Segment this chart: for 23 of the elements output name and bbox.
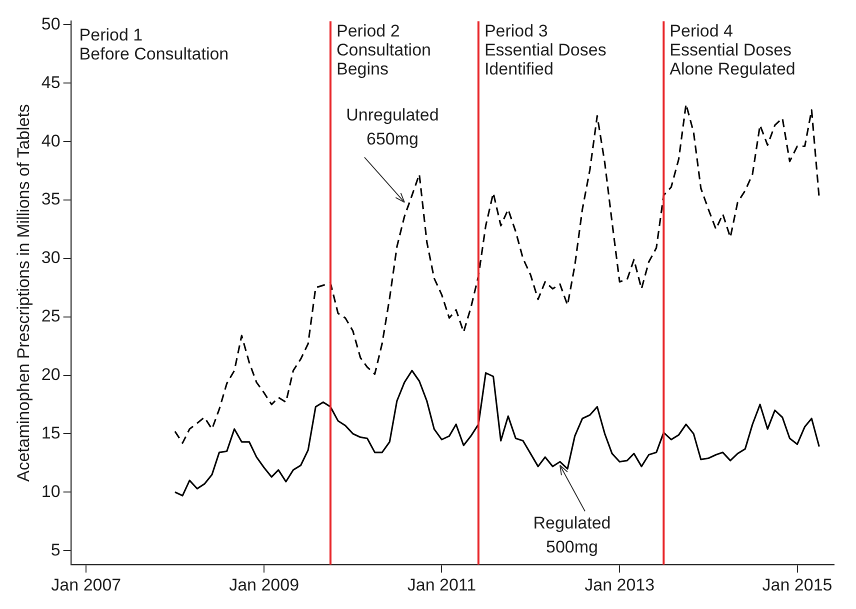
x-tick-label: Jan 2015 [762, 575, 832, 594]
ref-line-label: Period 4 Essential Doses Alone Regulated [670, 21, 796, 78]
y-tick-label: 5 [50, 540, 60, 560]
x-tick-label: Jan 2013 [584, 575, 655, 594]
x-tick-label: Jan 2011 [407, 575, 476, 594]
x-tick-label: Jan 2009 [229, 575, 300, 594]
line-series [174, 103, 820, 444]
x-tick-label: Jan 2007 [51, 575, 122, 594]
y-tick-label: 30 [41, 248, 60, 268]
ref-line-label: Period 3 Essential Doses Identified [484, 21, 606, 78]
y-axis-title: Acetaminophen Prescriptions in Millions of Tablets [14, 104, 33, 482]
annotation: Period 1 Before Consultation [79, 25, 229, 64]
y-tick-label: 40 [41, 131, 60, 150]
annotation: Unregulated 650mg [346, 106, 439, 149]
y-tick-label: 20 [41, 364, 60, 384]
y-tick-label: 25 [41, 306, 60, 326]
y-tick-label: 35 [41, 190, 60, 209]
y-tick-label: 50 [41, 14, 60, 34]
annotation: Regulated 500mg [533, 513, 611, 556]
y-tick-label: 45 [41, 72, 60, 92]
y-tick-label: 15 [41, 423, 60, 442]
ref-line-label: Period 2 Consultation Begins [336, 21, 432, 78]
y-tick-label: 10 [41, 482, 60, 501]
